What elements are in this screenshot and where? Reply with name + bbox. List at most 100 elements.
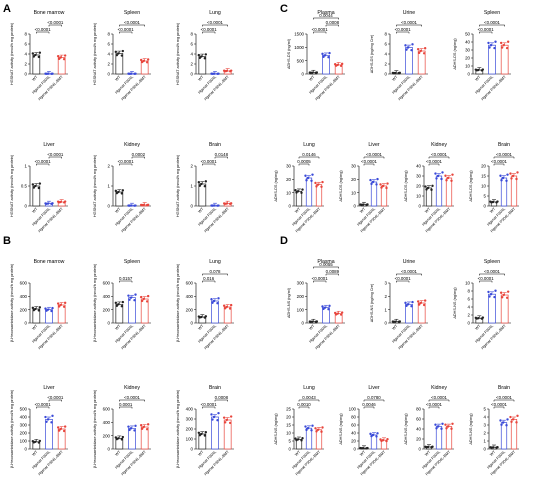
data-point <box>45 310 47 312</box>
data-point <box>211 418 213 420</box>
data-point <box>431 446 433 448</box>
data-point <box>316 71 318 73</box>
data-point <box>424 47 426 49</box>
data-point <box>322 56 324 58</box>
x-tick-label: WT <box>489 449 496 456</box>
y-tick-label: 4 <box>25 52 28 57</box>
y-tick-label: 600 <box>103 407 111 412</box>
data-point <box>310 72 312 74</box>
data-point <box>502 177 504 179</box>
data-point <box>121 54 123 56</box>
y-tick-label: 6 <box>25 42 28 47</box>
data-point <box>300 192 302 194</box>
data-point <box>216 419 218 421</box>
y-tick-label: 20 <box>481 164 486 169</box>
data-point <box>128 298 130 300</box>
data-point <box>116 305 118 307</box>
data-point <box>493 296 495 298</box>
chart-title: Kidney <box>431 142 447 148</box>
y-tick-label: 0 <box>289 204 292 209</box>
p-value-label: <0.0001 <box>201 27 218 32</box>
x-tick-label: Hgsnat P304L-BMT <box>203 74 230 101</box>
data-point <box>127 425 129 427</box>
data-point <box>51 202 53 204</box>
data-point <box>487 42 489 44</box>
x-tick-label: Hgsnat P304L-BMT <box>314 323 341 350</box>
p-value-label: 0.078 <box>210 269 222 274</box>
y-tick-label: 200 <box>103 433 111 438</box>
x-tick-label: Hgsnat P304L-BMT <box>203 449 230 476</box>
data-point <box>509 416 511 418</box>
bar <box>306 178 312 206</box>
y-axis-label: ΔDHS-DS (ng/mg) <box>404 170 408 202</box>
data-point <box>50 310 52 312</box>
bar <box>371 182 377 206</box>
data-point <box>115 190 117 192</box>
data-point <box>122 436 124 438</box>
data-point <box>63 58 65 60</box>
data-point <box>507 41 509 43</box>
data-point <box>404 302 406 304</box>
data-point <box>305 429 307 431</box>
y-tick-label: 60 <box>351 423 356 428</box>
data-point <box>307 177 309 179</box>
y-tick-label: 0 <box>25 321 28 326</box>
data-point <box>370 435 372 437</box>
data-point <box>441 171 443 173</box>
y-tick-label: 400 <box>103 420 111 425</box>
x-tick-label: Hgsnat P304L-BMT <box>37 206 64 233</box>
data-point <box>376 432 378 434</box>
data-point <box>321 53 323 55</box>
chart-title: Lung <box>209 259 221 265</box>
data-point <box>496 200 498 202</box>
p-value-label: 0.0002 <box>132 152 146 157</box>
y-tick-label: 200 <box>297 294 305 299</box>
panel-letter-B: B <box>3 235 11 247</box>
chart-title: Lung <box>303 142 315 148</box>
data-point <box>314 427 316 429</box>
y-tick-label: 4 <box>484 415 487 420</box>
bar <box>446 427 452 450</box>
y-tick-label: 400 <box>103 294 111 299</box>
y-tick-label: 0 <box>191 447 194 452</box>
bar <box>212 417 219 449</box>
data-point <box>146 428 148 430</box>
x-tick-label: Hgsnat P304L-BMT <box>314 74 341 101</box>
data-point <box>133 429 135 431</box>
data-point <box>493 47 495 49</box>
data-point <box>366 203 368 205</box>
data-point <box>311 425 313 427</box>
data-point <box>224 203 226 205</box>
data-point <box>451 173 453 175</box>
chart-title: Brain <box>498 142 510 148</box>
data-point <box>64 302 66 304</box>
data-point <box>510 421 512 423</box>
p-value-label: 0.0044 <box>319 13 333 18</box>
y-axis-label: HGSNAT activity (nmol/h mg protein) <box>93 154 97 217</box>
p-value-label: <0.0001 <box>201 159 218 164</box>
data-point <box>341 311 343 313</box>
data-point <box>499 175 501 177</box>
x-tick-label: WT <box>359 206 366 213</box>
data-point <box>224 421 226 423</box>
p-value-label: <0.0001 <box>431 152 448 157</box>
data-point <box>423 304 425 306</box>
data-point <box>301 188 303 190</box>
y-tick-label: 1500 <box>294 32 304 37</box>
data-point <box>328 305 330 307</box>
y-tick-label: 8 <box>108 32 111 37</box>
y-tick-label: 2 <box>385 62 388 67</box>
data-point <box>340 313 342 315</box>
data-point <box>295 191 297 193</box>
y-tick-label: 40 <box>351 431 356 436</box>
data-point <box>320 186 322 188</box>
data-point <box>444 175 446 177</box>
data-point <box>435 177 437 179</box>
data-point <box>198 181 200 183</box>
bar <box>316 185 322 206</box>
